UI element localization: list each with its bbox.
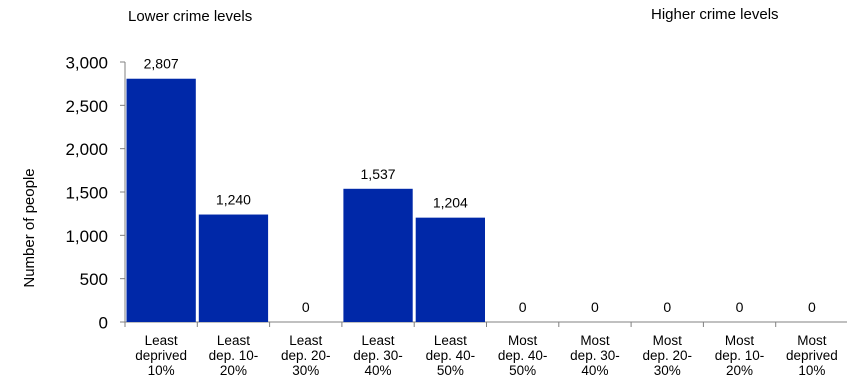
lower-crime-annotation: Lower crime levels	[128, 8, 253, 25]
y-tick-label: 1,500	[65, 184, 108, 203]
x-tick-label: Least dep. 20-30%	[281, 333, 331, 378]
data-label: 0	[663, 299, 671, 315]
y-tick-label: 500	[80, 270, 108, 289]
y-axis-title: Number of people	[21, 168, 38, 287]
x-tick-label: Least dep. 30-40%	[353, 333, 403, 378]
x-tick-label: Most dep. 20-30%	[642, 333, 692, 378]
bar	[198, 214, 269, 322]
data-label: 2,807	[144, 56, 179, 72]
data-label: 1,240	[216, 192, 251, 208]
x-tick-label: Least dep. 40-50%	[426, 333, 476, 378]
x-tick-label: Most deprived 10%	[786, 333, 838, 378]
data-labels: 2,807 1,240 0 1,537 1,204 0 0 0 0 0	[144, 56, 816, 315]
x-tick-label: Most dep. 40-50%	[498, 333, 548, 378]
bar	[343, 188, 413, 322]
y-tick-label: 1,000	[65, 227, 108, 246]
data-label: 1,204	[433, 195, 468, 211]
y-tick-label: 3,000	[65, 54, 108, 73]
data-label: 0	[736, 299, 744, 315]
y-axis: 0 500 1,000 1,500 2,000 2,500 3,000	[65, 54, 126, 333]
y-tick-label: 2,500	[65, 97, 108, 116]
bar	[126, 78, 196, 322]
x-tick-label: Most dep. 30-40%	[570, 333, 620, 378]
data-label: 0	[808, 299, 816, 315]
data-label: 0	[302, 299, 310, 315]
data-label: 0	[519, 299, 527, 315]
bars	[126, 78, 485, 322]
x-tick-label: Least dep. 10-20%	[209, 333, 259, 378]
y-tick-label: 2,000	[65, 140, 108, 159]
x-axis: Least deprived 10% Least dep. 10-20% Least dep…	[124, 321, 847, 378]
data-label: 0	[591, 299, 599, 315]
higher-crime-annotation: Higher crime levels	[651, 6, 779, 23]
x-tick-label: Most dep. 10-20%	[715, 333, 765, 378]
x-tick-label: Least deprived 10%	[135, 333, 187, 378]
bar	[415, 217, 485, 322]
data-label: 1,537	[361, 166, 396, 182]
y-tick-label: 0	[99, 314, 108, 333]
